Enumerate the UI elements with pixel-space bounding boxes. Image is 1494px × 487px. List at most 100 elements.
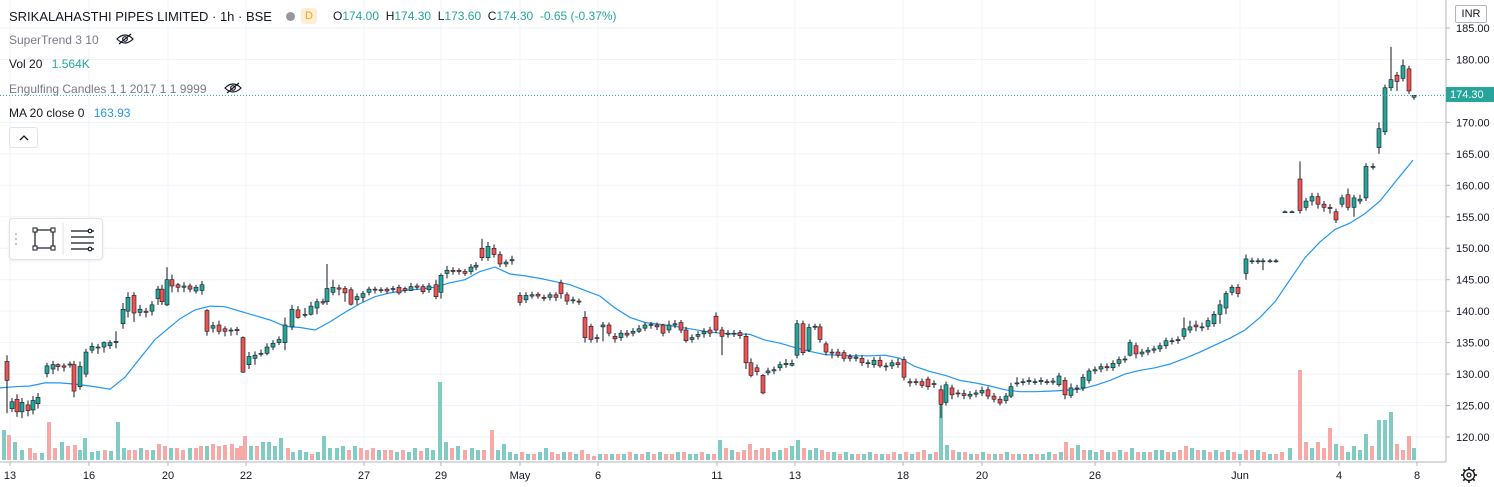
candle	[1235, 284, 1241, 298]
candle	[1249, 257, 1255, 264]
candle-body	[193, 286, 199, 292]
candle	[997, 396, 1003, 406]
volume-bar	[122, 448, 126, 460]
volume-bar	[1202, 450, 1206, 460]
candle-body	[794, 323, 800, 356]
candle-body	[925, 378, 931, 387]
volume-bar	[676, 452, 680, 460]
candle	[1074, 384, 1080, 393]
candle	[438, 273, 444, 299]
symbol-title[interactable]: SRIKALAHASTHI PIPES LIMITED · 1h · BSE	[9, 8, 272, 24]
candle	[1223, 291, 1229, 315]
indicator-volume[interactable]: Vol 20 1.564K	[9, 57, 90, 71]
volume-bar	[1005, 452, 1009, 460]
indicator-supertrend[interactable]: SuperTrend 3 10	[9, 33, 134, 48]
indicator-ma[interactable]: MA 20 close 0 163.93	[9, 106, 130, 120]
candle-body	[240, 337, 246, 373]
candle	[1020, 378, 1026, 386]
candle-body	[1098, 366, 1104, 370]
volume-bar	[814, 448, 818, 460]
candle-body	[125, 297, 131, 312]
candle-body	[997, 398, 1003, 404]
candle	[847, 353, 853, 362]
volume-bar	[820, 450, 824, 460]
candle-body	[594, 337, 600, 339]
candle-body	[246, 356, 252, 365]
volume-bar	[1316, 442, 1320, 460]
candle	[330, 279, 336, 296]
candle-body	[1211, 313, 1217, 325]
candle	[320, 298, 326, 305]
candle-body	[943, 384, 949, 403]
rectangle-icon[interactable]	[32, 227, 56, 251]
candle-body	[883, 365, 889, 368]
candle	[35, 392, 41, 409]
candle-body	[672, 323, 678, 326]
candle-body	[1406, 68, 1412, 92]
candle	[107, 340, 113, 349]
volume-bar	[1364, 434, 1368, 460]
candle-body	[360, 293, 366, 298]
volume-bar	[243, 436, 247, 460]
candle	[83, 348, 89, 378]
lines-icon[interactable]	[71, 228, 94, 252]
candle-body	[973, 392, 979, 395]
volume-bar	[28, 448, 32, 460]
y-tick-label: 140.00	[1456, 306, 1490, 318]
indicator-engulfing[interactable]: Engulfing Candles 1 1 2017 1 1 9999	[9, 82, 242, 97]
collapse-legend-button[interactable]	[9, 127, 38, 148]
volume-bar	[205, 446, 209, 460]
candle	[1400, 59, 1406, 82]
candle-body	[812, 325, 818, 328]
volume-bar	[1407, 436, 1411, 460]
volume-bar	[742, 450, 746, 460]
drag-handle-icon[interactable]	[15, 233, 17, 245]
gear-icon[interactable]	[1461, 467, 1477, 483]
candle	[228, 327, 234, 336]
candle	[450, 267, 456, 275]
candle	[366, 286, 372, 296]
ma-line-layer	[0, 159, 1414, 393]
candle	[468, 263, 474, 275]
candle	[1282, 210, 1288, 214]
interval-badge[interactable]: D	[300, 8, 317, 24]
volume-bar	[1112, 452, 1116, 460]
candle-body	[390, 288, 396, 290]
currency-label[interactable]: INR	[1455, 5, 1487, 23]
volume-bar	[1106, 452, 1110, 460]
candle	[1382, 84, 1388, 135]
candle-body	[30, 400, 36, 411]
candle-body	[426, 285, 432, 291]
candle	[660, 323, 666, 337]
volume-bar	[273, 446, 277, 460]
candle	[877, 356, 883, 368]
ma-line	[0, 159, 1414, 393]
candle-body	[302, 313, 308, 316]
volume-bar	[1340, 446, 1344, 460]
volume-bar	[1011, 454, 1015, 460]
candle-body	[468, 266, 474, 272]
candle-body	[509, 259, 515, 262]
candle-body	[276, 339, 282, 343]
candle	[89, 342, 95, 354]
volume-bar	[1094, 452, 1098, 460]
ma-value: 163.93	[93, 106, 131, 120]
eye-off-icon[interactable]	[223, 82, 242, 97]
candle	[654, 322, 660, 331]
x-tick-label: 13	[789, 470, 801, 482]
candle	[175, 282, 181, 293]
candle-body	[535, 293, 541, 297]
volume-bar	[850, 454, 854, 460]
candle	[444, 265, 450, 279]
candle-body	[216, 324, 222, 332]
volume-bar	[610, 454, 614, 460]
candle	[1406, 65, 1412, 95]
candle-body	[89, 346, 95, 351]
volume-bar	[83, 438, 87, 460]
eye-off-icon[interactable]	[116, 33, 134, 48]
candle	[396, 284, 402, 295]
candle	[354, 293, 360, 305]
candle	[61, 363, 67, 372]
candle-body	[414, 285, 420, 288]
